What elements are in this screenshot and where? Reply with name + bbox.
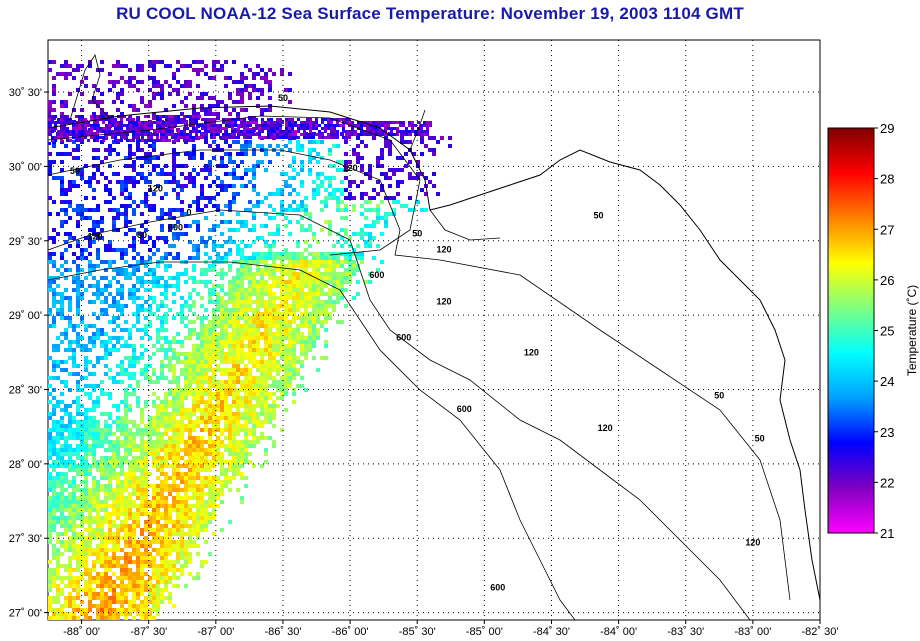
contour-label: 120 xyxy=(437,297,452,307)
x-tick-label: -87˚ 00' xyxy=(197,626,234,638)
mobile-bay-outline xyxy=(69,54,111,121)
map-title: RU COOL NOAA-12 Sea Surface Temperature:… xyxy=(116,4,744,23)
colorbar-gradient xyxy=(827,127,875,534)
contour-label: 50 xyxy=(137,230,147,240)
depth-contour xyxy=(47,209,751,621)
coastline-path xyxy=(47,105,821,601)
colorbar-tick-label: 27 xyxy=(880,222,894,237)
depth-contour xyxy=(47,149,791,601)
contour-label: 120 xyxy=(87,231,102,241)
colorbar-tick-label: 25 xyxy=(880,324,894,339)
x-tick-label: -82˚ 30' xyxy=(802,626,839,638)
contour-label: 120 xyxy=(343,163,358,173)
contour-label: 0 xyxy=(186,207,191,217)
x-tick-label: -86˚ 30' xyxy=(264,626,301,638)
contour-label: 120 xyxy=(148,184,163,194)
contour-label: 50 xyxy=(593,210,603,220)
colorbar-tick-label: 22 xyxy=(880,475,894,490)
y-tick-label: 27˚ 00' xyxy=(9,608,42,620)
x-tick-label: -83˚ 30' xyxy=(667,626,704,638)
y-tick-label: 29˚ 00' xyxy=(9,310,42,322)
y-tick-label: 27˚ 30' xyxy=(9,533,42,545)
x-tick-label: -88˚ 00' xyxy=(63,626,100,638)
contour-label: 600 xyxy=(457,404,472,414)
y-tick-label: 30˚ 00' xyxy=(9,161,42,173)
temperature-colorbar: 29 28 27 26 25 24 23 22 21 Temperature (˚C) xyxy=(827,121,919,541)
sst-data-layer xyxy=(48,60,452,620)
contour-label: 120 xyxy=(598,423,613,433)
contour-label: 600 xyxy=(168,222,183,232)
colorbar-tick-label: 28 xyxy=(880,172,894,187)
y-tick-label: 30˚ 30' xyxy=(9,87,42,99)
x-tick-label: -85˚ 30' xyxy=(399,626,436,638)
x-tick-label: -83˚ 00' xyxy=(734,626,771,638)
colorbar-tick-label: 23 xyxy=(880,425,894,440)
y-tick-label: 28˚ 30' xyxy=(9,384,42,396)
contour-label: 600 xyxy=(490,582,505,592)
x-tick-label: -84˚ 00' xyxy=(600,626,637,638)
coastline xyxy=(47,54,821,601)
latitude-ticks: 30˚ 30' 30˚ 00' 29˚ 30' 29˚ 00' 28˚ 30' 28˚ 0… xyxy=(9,87,48,620)
colorbar-tick-label: 26 xyxy=(880,273,894,288)
contour-label: 120 xyxy=(437,245,452,255)
contour-label: 600 xyxy=(369,270,384,280)
colorbar-label: Temperature (˚C) xyxy=(905,285,919,376)
colorbar-tick-label: 29 xyxy=(880,121,894,136)
colorbar-tick-label: 24 xyxy=(880,374,894,389)
x-tick-label: -84˚ 30' xyxy=(533,626,570,638)
depth-contour xyxy=(47,261,576,621)
y-tick-label: 29˚ 30' xyxy=(9,236,42,248)
contour-label: 50 xyxy=(755,434,765,444)
x-tick-label: -87˚ 30' xyxy=(130,626,167,638)
x-tick-label: -86˚ 00' xyxy=(332,626,369,638)
inlet-outline xyxy=(409,109,501,241)
y-tick-label: 28˚ 00' xyxy=(9,459,42,471)
contour-label: 50 xyxy=(714,390,724,400)
contour-label: 50 xyxy=(70,166,80,176)
colorbar-tick-label: 21 xyxy=(880,526,894,541)
contour-label: 120 xyxy=(745,538,760,548)
contour-label: 120 xyxy=(524,347,539,357)
x-tick-label: -85˚ 00' xyxy=(466,626,503,638)
graticule xyxy=(48,40,821,620)
depth-contour xyxy=(47,115,421,256)
longitude-ticks: -88˚ 00' -87˚ 30' -87˚ 00' -86˚ 30' -86˚ 00'… xyxy=(63,620,838,638)
contour-label: 50 xyxy=(412,228,422,238)
contour-label: 600 xyxy=(396,332,411,342)
contour-label: 50 xyxy=(278,93,288,103)
